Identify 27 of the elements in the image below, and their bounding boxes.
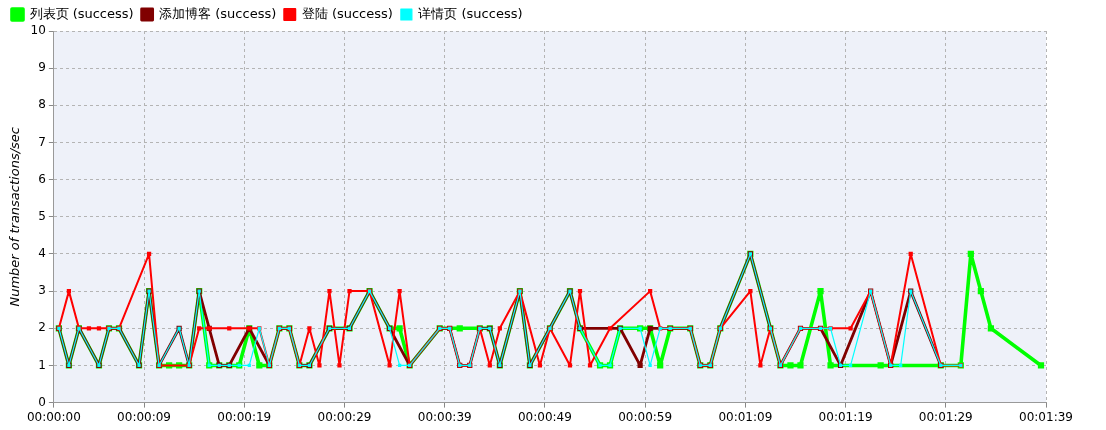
legend-label: 详情页 (success) [418,5,523,21]
x-tick-label: 00:01:19 [818,409,873,424]
y-tick-label: 6 [38,171,46,186]
y-tick-label: 1 [38,357,46,372]
x-tick-label: 00:00:19 [217,409,272,424]
x-tick-label: 00:00:00 [26,409,81,424]
x-tick-label: 00:00:59 [618,409,673,424]
y-tick-label: 0 [38,394,46,409]
legend-label: 添加博客 (success) [159,5,277,21]
x-tick-label: 00:01:29 [918,409,973,424]
legend-label: 登陆 (success) [301,5,393,21]
y-tick-label: 4 [38,246,46,261]
x-tick-label: 00:00:29 [317,409,372,424]
y-tick-label: 8 [38,97,46,112]
y-tick-label: 7 [38,134,46,149]
y-tick-label: 2 [38,320,46,335]
x-tick-label: 00:00:39 [417,409,472,424]
x-tick-label: 00:01:09 [718,409,773,424]
y-tick-label: 10 [30,23,46,38]
x-tick-label: 00:00:49 [517,409,572,424]
y-tick-label: 5 [38,208,46,223]
y-tick-label: 9 [38,60,46,75]
x-tick-label: 00:00:09 [117,409,172,424]
y-tick-label: 3 [38,283,46,298]
x-tick-label: 00:01:39 [1019,409,1073,424]
y-axis-title: Number of transactions/sec [7,127,23,307]
legend-label: 列表页 (success) [29,5,134,21]
